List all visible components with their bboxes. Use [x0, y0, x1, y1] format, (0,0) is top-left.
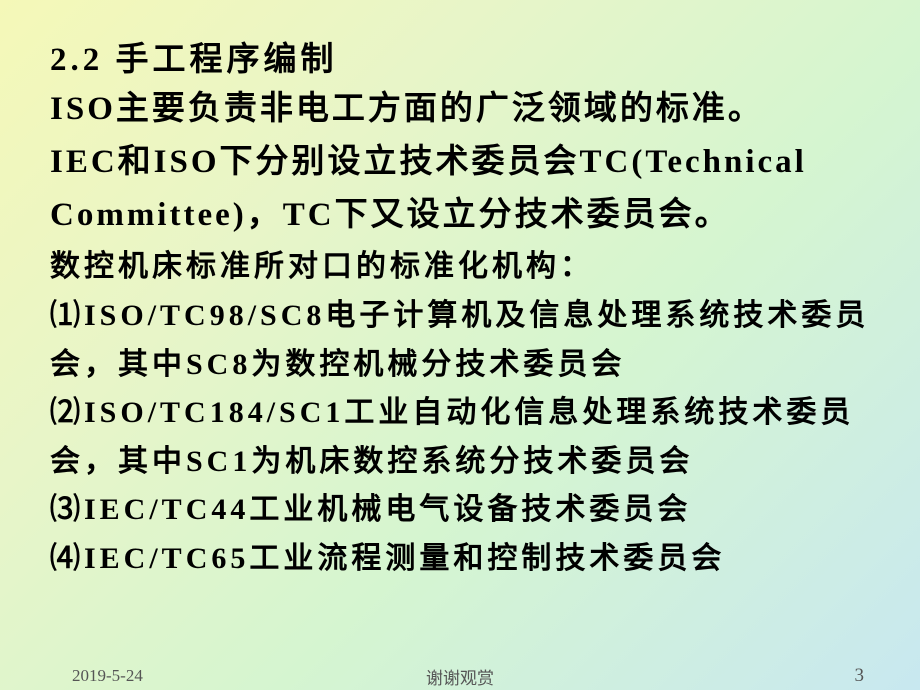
- slide-content: 2.2 手工程序编制 ISO主要负责非电工方面的广泛领域的标准。 IEC和ISO…: [0, 0, 920, 604]
- paragraph-2: 数控机床标准所对口的标准化机构：: [50, 243, 870, 292]
- list-item-4: ⑷IEC/TC65工业流程测量和控制技术委员会: [50, 535, 870, 584]
- paragraph-1-line-2: IEC和ISO下分别设立技术委员会TC(Technical: [50, 137, 870, 188]
- footer-date: 2019-5-24: [72, 666, 143, 686]
- paragraph-1-line-1: ISO主要负责非电工方面的广泛领域的标准。: [50, 84, 870, 135]
- list-item-1-line-1: ⑴ISO/TC98/SC8电子计算机及信息处理系统技术委员: [50, 292, 870, 341]
- footer-page-number: 3: [855, 665, 865, 687]
- list-item-2-line-2: 会，其中SC1为机床数控系统分技术委员会: [50, 438, 870, 487]
- footer-center-text: 谢谢观赏: [426, 664, 494, 689]
- paragraph-1-line-3: Committee)，TC下又设立分技术委员会。: [50, 190, 870, 241]
- list-item-2-line-1: ⑵ISO/TC184/SC1工业自动化信息处理系统技术委员: [50, 389, 870, 438]
- section-title: 2.2 手工程序编制: [50, 32, 870, 80]
- list-item-1-line-2: 会，其中SC8为数控机械分技术委员会: [50, 341, 870, 390]
- list-item-3: ⑶IEC/TC44工业机械电气设备技术委员会: [50, 486, 870, 535]
